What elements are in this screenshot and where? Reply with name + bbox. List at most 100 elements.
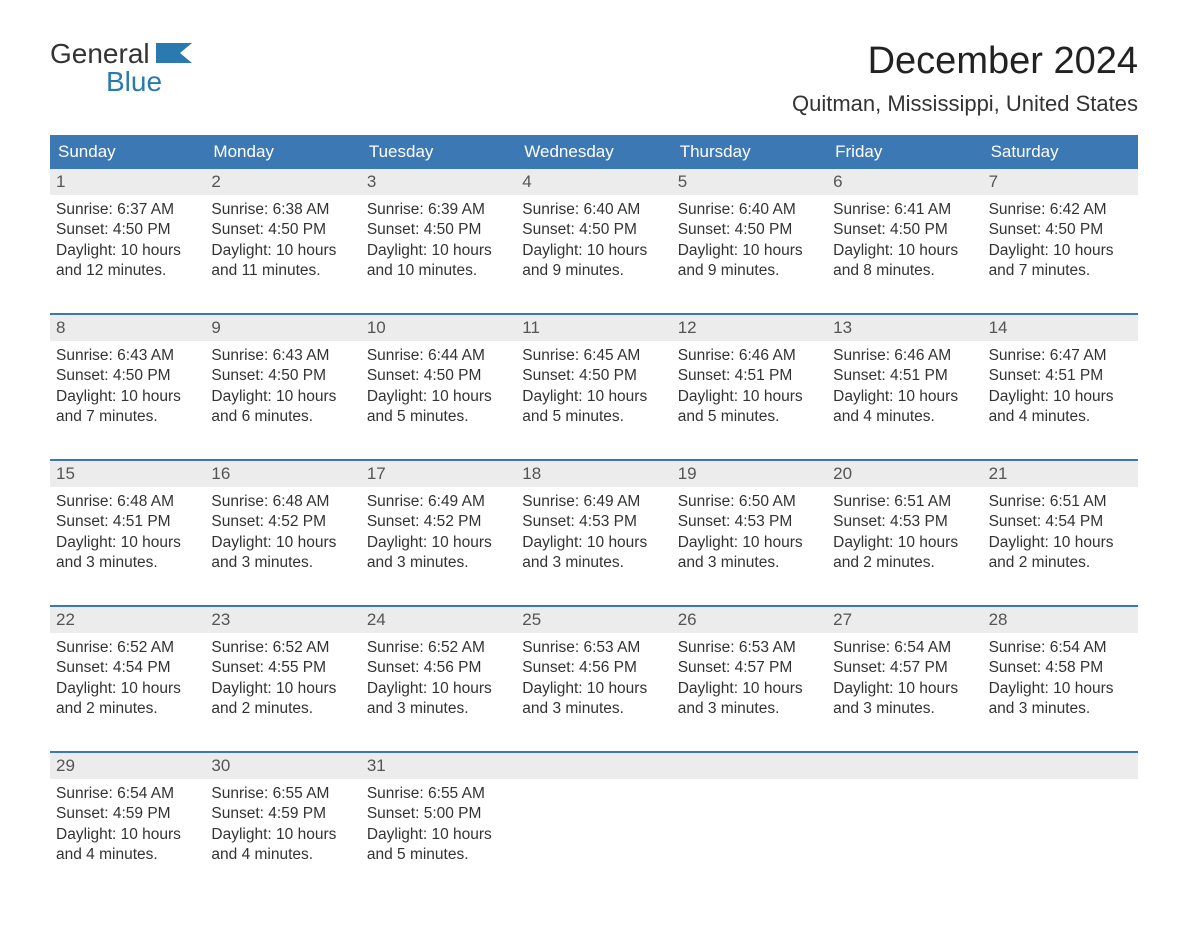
day-body: Sunrise: 6:48 AMSunset: 4:51 PMDaylight:… [50,487,205,587]
day-body: Sunrise: 6:51 AMSunset: 4:54 PMDaylight:… [983,487,1138,587]
calendar-week: 29Sunrise: 6:54 AMSunset: 4:59 PMDayligh… [50,751,1138,879]
sunrise-text: Sunrise: 6:41 AM [833,200,976,220]
sunrise-text: Sunrise: 6:53 AM [522,638,665,658]
calendar-day: 11Sunrise: 6:45 AMSunset: 4:50 PMDayligh… [516,315,671,441]
sunrise-text: Sunrise: 6:38 AM [211,200,354,220]
sunrise-text: Sunrise: 6:48 AM [211,492,354,512]
calendar-day [516,753,671,879]
sunset-text: Sunset: 4:50 PM [522,220,665,240]
daylight-text: Daylight: 10 hours and 3 minutes. [367,533,510,574]
sunset-text: Sunset: 4:59 PM [211,804,354,824]
day-number [516,753,671,779]
sunset-text: Sunset: 4:51 PM [56,512,199,532]
sunrise-text: Sunrise: 6:40 AM [522,200,665,220]
sunrise-text: Sunrise: 6:43 AM [56,346,199,366]
day-body: Sunrise: 6:54 AMSunset: 4:59 PMDaylight:… [50,779,205,879]
sunset-text: Sunset: 4:55 PM [211,658,354,678]
day-body: Sunrise: 6:43 AMSunset: 4:50 PMDaylight:… [205,341,360,441]
daylight-text: Daylight: 10 hours and 5 minutes. [367,387,510,428]
weekday-label: Thursday [672,135,827,169]
sunrise-text: Sunrise: 6:47 AM [989,346,1132,366]
calendar-week: 8Sunrise: 6:43 AMSunset: 4:50 PMDaylight… [50,313,1138,441]
calendar-day [827,753,982,879]
daylight-text: Daylight: 10 hours and 7 minutes. [989,241,1132,282]
weekday-label: Sunday [50,135,205,169]
day-number: 6 [827,169,982,195]
calendar-week: 15Sunrise: 6:48 AMSunset: 4:51 PMDayligh… [50,459,1138,587]
day-number: 19 [672,461,827,487]
sunrise-text: Sunrise: 6:52 AM [367,638,510,658]
sunset-text: Sunset: 4:51 PM [678,366,821,386]
title-block: December 2024 Quitman, Mississippi, Unit… [792,40,1138,117]
calendar-day: 22Sunrise: 6:52 AMSunset: 4:54 PMDayligh… [50,607,205,733]
day-body: Sunrise: 6:46 AMSunset: 4:51 PMDaylight:… [672,341,827,441]
calendar-day: 10Sunrise: 6:44 AMSunset: 4:50 PMDayligh… [361,315,516,441]
day-body: Sunrise: 6:37 AMSunset: 4:50 PMDaylight:… [50,195,205,295]
day-body: Sunrise: 6:48 AMSunset: 4:52 PMDaylight:… [205,487,360,587]
daylight-text: Daylight: 10 hours and 3 minutes. [833,679,976,720]
sunset-text: Sunset: 4:57 PM [833,658,976,678]
sunrise-text: Sunrise: 6:43 AM [211,346,354,366]
sunset-text: Sunset: 4:50 PM [56,366,199,386]
sunset-text: Sunset: 4:51 PM [989,366,1132,386]
sunrise-text: Sunrise: 6:51 AM [833,492,976,512]
sunset-text: Sunset: 4:50 PM [367,366,510,386]
day-number: 27 [827,607,982,633]
daylight-text: Daylight: 10 hours and 3 minutes. [211,533,354,574]
day-number: 8 [50,315,205,341]
calendar-day: 2Sunrise: 6:38 AMSunset: 4:50 PMDaylight… [205,169,360,295]
sunset-text: Sunset: 4:53 PM [522,512,665,532]
sunset-text: Sunset: 4:54 PM [56,658,199,678]
calendar-day: 8Sunrise: 6:43 AMSunset: 4:50 PMDaylight… [50,315,205,441]
day-number: 11 [516,315,671,341]
daylight-text: Daylight: 10 hours and 9 minutes. [522,241,665,282]
sunrise-text: Sunrise: 6:50 AM [678,492,821,512]
day-number: 14 [983,315,1138,341]
calendar-day: 19Sunrise: 6:50 AMSunset: 4:53 PMDayligh… [672,461,827,587]
location: Quitman, Mississippi, United States [792,91,1138,117]
brand-logo: General Blue [50,40,192,96]
sunset-text: Sunset: 4:50 PM [833,220,976,240]
day-body: Sunrise: 6:54 AMSunset: 4:57 PMDaylight:… [827,633,982,733]
daylight-text: Daylight: 10 hours and 8 minutes. [833,241,976,282]
day-number: 23 [205,607,360,633]
weekday-label: Saturday [983,135,1138,169]
calendar-day: 25Sunrise: 6:53 AMSunset: 4:56 PMDayligh… [516,607,671,733]
day-body: Sunrise: 6:46 AMSunset: 4:51 PMDaylight:… [827,341,982,441]
day-body: Sunrise: 6:41 AMSunset: 4:50 PMDaylight:… [827,195,982,295]
day-number: 10 [361,315,516,341]
day-number: 26 [672,607,827,633]
calendar-day: 17Sunrise: 6:49 AMSunset: 4:52 PMDayligh… [361,461,516,587]
sunrise-text: Sunrise: 6:54 AM [56,784,199,804]
day-number [983,753,1138,779]
sunset-text: Sunset: 4:52 PM [211,512,354,532]
calendar-day: 31Sunrise: 6:55 AMSunset: 5:00 PMDayligh… [361,753,516,879]
day-body [983,779,1138,879]
day-body [827,779,982,879]
daylight-text: Daylight: 10 hours and 3 minutes. [522,533,665,574]
daylight-text: Daylight: 10 hours and 5 minutes. [678,387,821,428]
calendar-day: 29Sunrise: 6:54 AMSunset: 4:59 PMDayligh… [50,753,205,879]
day-number: 15 [50,461,205,487]
daylight-text: Daylight: 10 hours and 3 minutes. [989,679,1132,720]
page-header: General Blue December 2024 Quitman, Miss… [50,40,1138,117]
day-number: 25 [516,607,671,633]
sunset-text: Sunset: 4:56 PM [367,658,510,678]
daylight-text: Daylight: 10 hours and 12 minutes. [56,241,199,282]
calendar-day: 1Sunrise: 6:37 AMSunset: 4:50 PMDaylight… [50,169,205,295]
weekday-label: Monday [205,135,360,169]
calendar-day: 12Sunrise: 6:46 AMSunset: 4:51 PMDayligh… [672,315,827,441]
daylight-text: Daylight: 10 hours and 4 minutes. [989,387,1132,428]
sunrise-text: Sunrise: 6:49 AM [367,492,510,512]
calendar: Sunday Monday Tuesday Wednesday Thursday… [50,135,1138,879]
day-body: Sunrise: 6:43 AMSunset: 4:50 PMDaylight:… [50,341,205,441]
day-body: Sunrise: 6:44 AMSunset: 4:50 PMDaylight:… [361,341,516,441]
day-number: 13 [827,315,982,341]
calendar-day: 28Sunrise: 6:54 AMSunset: 4:58 PMDayligh… [983,607,1138,733]
daylight-text: Daylight: 10 hours and 3 minutes. [522,679,665,720]
daylight-text: Daylight: 10 hours and 7 minutes. [56,387,199,428]
day-number: 31 [361,753,516,779]
daylight-text: Daylight: 10 hours and 5 minutes. [367,825,510,866]
sunrise-text: Sunrise: 6:40 AM [678,200,821,220]
sunrise-text: Sunrise: 6:55 AM [211,784,354,804]
